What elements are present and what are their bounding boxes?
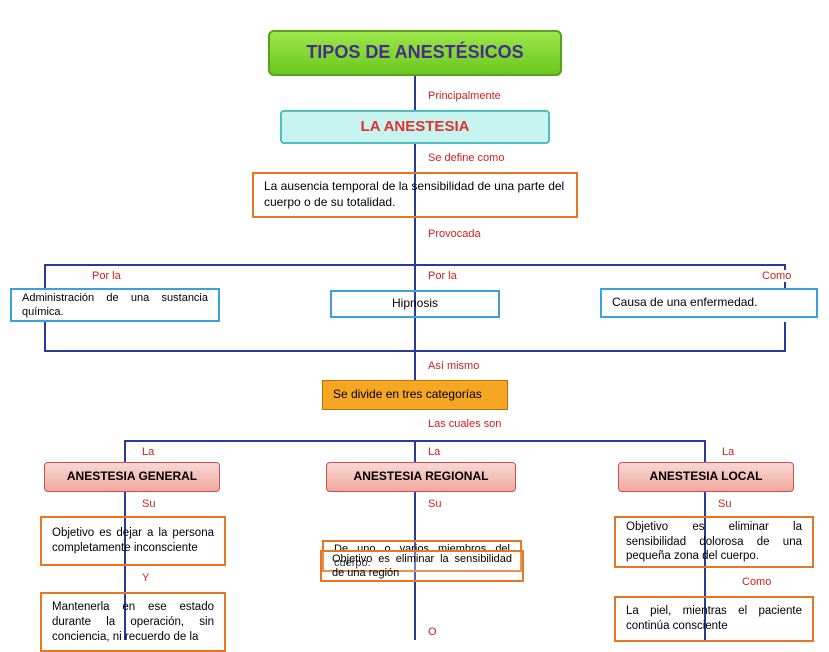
causa-hipnosis: Hipnosis	[330, 290, 500, 318]
objetivo-local: Objetivo es eliminar la sensibilidad dol…	[614, 516, 814, 568]
causa-enfermedad: Causa de una enfermedad.	[600, 288, 818, 318]
cat-regional: ANESTESIA REGIONAL	[326, 462, 516, 492]
definicion-box: La ausencia temporal de la sensibilidad …	[252, 172, 578, 218]
edge-principalmente: Principalmente	[426, 90, 503, 102]
cat-local: ANESTESIA LOCAL	[618, 462, 794, 492]
edge-porla-2: Por la	[426, 270, 459, 282]
edge-y: Y	[140, 572, 151, 584]
objetivo-general: Objetivo es dejar a la persona completam…	[40, 516, 226, 566]
edge-se-define: Se define como	[426, 152, 506, 164]
detalle-general: Mantenerla en ese estado durante la oper…	[40, 592, 226, 652]
edge-la-1: La	[140, 446, 156, 458]
edge-la-2: La	[426, 446, 442, 458]
edge-como-2: Como	[740, 576, 773, 588]
detalle-local: La piel, mientras el paciente continúa c…	[614, 596, 814, 642]
title-box: TIPOS DE ANESTÉSICOS	[268, 30, 562, 76]
edge-porla-1: Por la	[90, 270, 123, 282]
edge-su-1: Su	[140, 498, 157, 510]
edge-la-3: La	[720, 446, 736, 458]
edge-lascuales: Las cuales son	[426, 418, 503, 430]
cat-general: ANESTESIA GENERAL	[44, 462, 220, 492]
edge-como-1: Como	[760, 270, 793, 282]
objetivo-regional-b: Objetivo es eliminar la sensibilidad de …	[320, 550, 524, 582]
edge-su-3: Su	[716, 498, 733, 510]
anestesia-box: LA ANESTESIA	[280, 110, 550, 144]
edge-o: O	[426, 626, 439, 638]
edge-provocada: Provocada	[426, 228, 483, 240]
categorias-box: Se divide en tres categorías	[322, 380, 508, 410]
edge-asimismo: Así mismo	[426, 360, 481, 372]
causa-administracion: Administración de una sustancia química.	[10, 288, 220, 322]
edge-su-2: Su	[426, 498, 443, 510]
